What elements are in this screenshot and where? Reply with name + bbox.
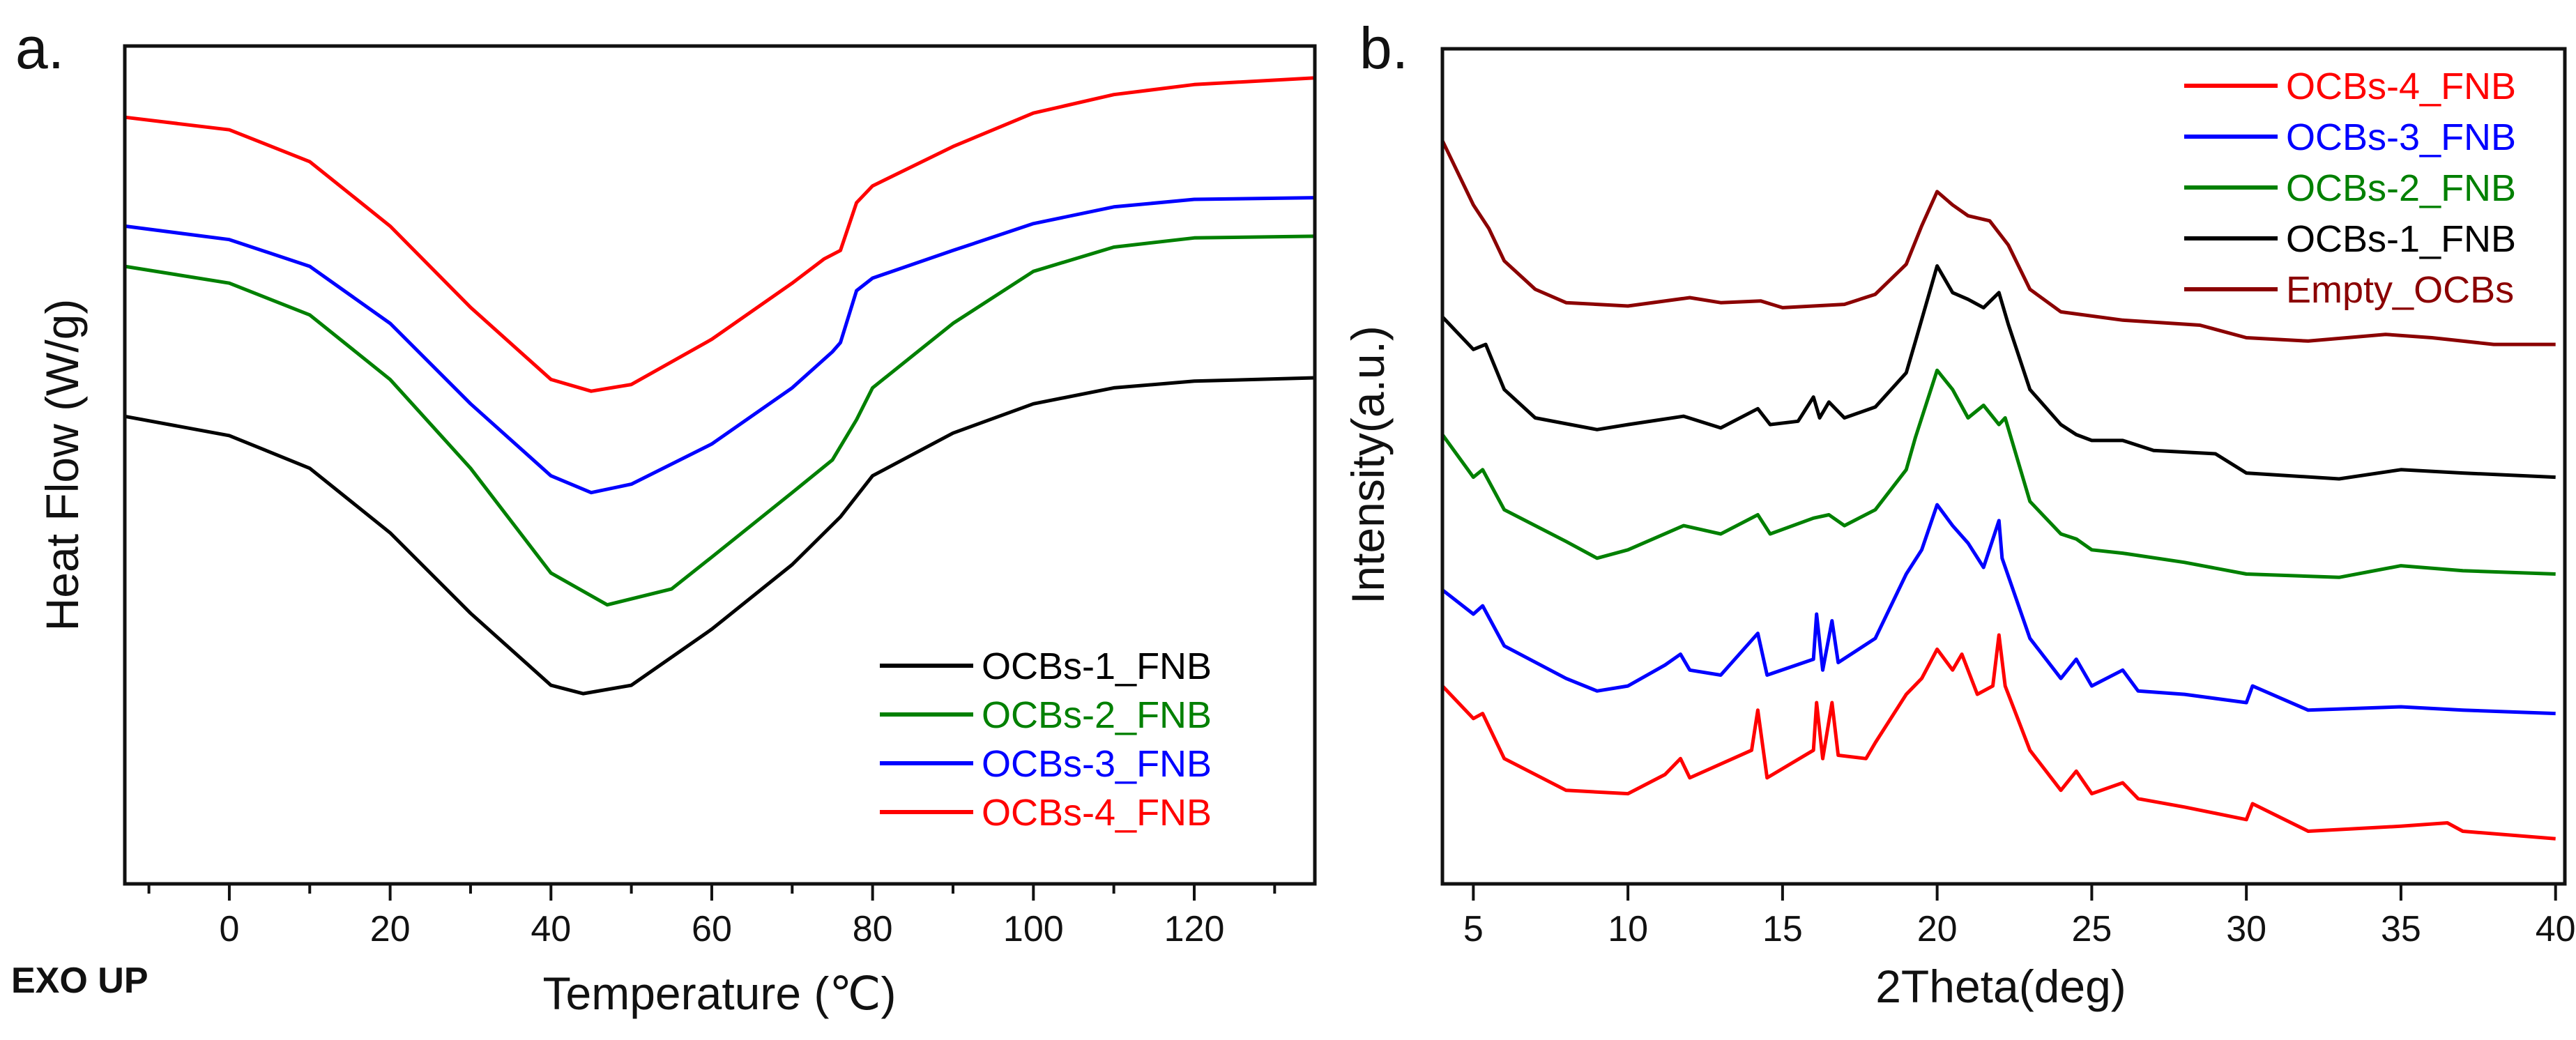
x-tick-label: 10 [1608,909,1648,949]
legend-item: OCBs-4_FNB [880,792,1212,834]
legend-label: OCBs-4_FNB [982,792,1212,834]
panel-b-label: b. [1359,15,1408,81]
panel-a-label: a. [15,15,64,81]
series-line-ocbs-4-fnb [124,76,1316,393]
series-line-ocbs-1-fnb [124,376,1316,696]
panel-b-x-axis: 5 10 15 20 25 30 35 40 [1463,884,2576,949]
x-tick-label: 25 [2071,909,2112,949]
legend-item: OCBs-3_FNB [880,743,1212,785]
legend-label: OCBs-1_FNB [2286,218,2516,260]
panel-a-x-axis-title: Temperature (℃) [543,968,897,1019]
x-tick-label: 120 [1164,909,1225,949]
panel-a-x-axis: 0 20 40 60 80 100 120 [147,884,1276,949]
exo-up-annotation: EXO UP [11,961,148,1001]
panel-b-legend: OCBs-4_FNB OCBs-3_FNB OCBs-2_FNB OCBs-1_FNB… [2184,66,2516,311]
legend-label: OCBs-1_FNB [982,645,1212,687]
legend-item: OCBs-2_FNB [2184,167,2516,209]
legend-item: OCBs-1_FNB [880,645,1212,687]
panel-a-frame [123,44,1317,886]
x-tick-label: 20 [1917,909,1958,949]
panel-a-legend: OCBs-1_FNB OCBs-2_FNB OCBs-3_FNB OCBs-4_FNB [880,645,1212,834]
panel-b: b. 5 10 15 20 25 30 35 40 OCBs-4_FNBOCBs-3_FNBO… [1342,15,2576,1012]
legend-label: OCBs-3_FNB [982,743,1212,785]
series-line-ocbs-2-fnb [1440,368,2556,579]
legend-item: OCBs-4_FNB [2184,66,2516,107]
panel-b-x-axis-title: 2Theta(deg) [1875,961,2126,1012]
x-tick-label: 40 [2536,909,2576,949]
panel-a: a. 0 20 40 60 80 100 120 OCBs-1_FNBOCBs-2_FNBO… [11,15,1317,1019]
legend-label: OCBs-2_FNB [2286,167,2516,209]
x-tick-label: 40 [531,909,571,949]
x-tick-label: 35 [2381,909,2421,949]
series-line-ocbs-3-fnb [124,196,1316,495]
panel-b-frame [1440,47,2567,886]
panel-b-y-axis-title: Intensity(a.u.) [1342,326,1394,604]
legend-label: OCBs-3_FNB [2286,116,2516,158]
series-line-ocbs-2-fnb [124,234,1316,607]
x-tick-label: 0 [219,909,239,949]
legend-label: OCBs-4_FNB [2286,66,2516,107]
series-line-ocbs-1-fnb [1441,264,2556,481]
x-tick-label: 80 [853,909,893,949]
legend-item: OCBs-2_FNB [880,694,1212,736]
panel-b-curves [1440,139,2556,841]
legend-label: OCBs-2_FNB [982,694,1212,736]
legend-item: Empty_OCBs [2184,269,2514,311]
series-line-empty-ocbs [1440,139,2556,346]
panel-a-y-axis-title: Heat Flow (W/g) [36,299,88,632]
panel-a-curves [124,76,1316,696]
legend-item: OCBs-1_FNB [2184,218,2516,260]
legend-label: Empty_OCBs [2286,269,2514,311]
x-tick-label: 15 [1762,909,1803,949]
x-tick-label: 60 [692,909,732,949]
legend-item: OCBs-3_FNB [2184,116,2516,158]
series-line-ocbs-4-fnb [1441,633,2556,841]
x-tick-label: 5 [1463,909,1484,949]
x-tick-label: 20 [370,909,411,949]
x-tick-label: 30 [2226,909,2266,949]
series-line-ocbs-3-fnb [1441,503,2556,716]
x-tick-label: 100 [1003,909,1064,949]
